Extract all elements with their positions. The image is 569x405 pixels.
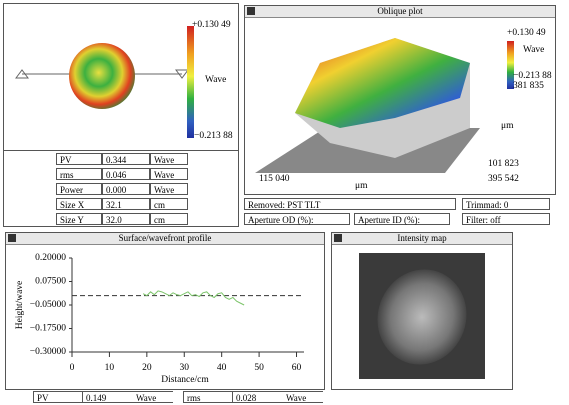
y-tick-label: −0.05000 [30, 300, 66, 310]
x-tick-label: 30 [180, 363, 190, 373]
x-tick-label: 60 [292, 363, 302, 373]
x-tick-label: 20 [142, 363, 152, 373]
x-tick-label: 10 [105, 363, 115, 373]
x-tick-label: 50 [254, 363, 264, 373]
profile-chart: Distance/cm Height/wave 0.20000 0.07500 −0… [0, 0, 569, 405]
y-tick-label: −0.30000 [30, 347, 66, 357]
profile-line [143, 291, 244, 305]
screen: +0.130 49 Wave −0.213 88 PV0.344Waverms0… [0, 0, 569, 405]
y-tick-label: 0.07500 [35, 277, 66, 287]
y-axis-label: Height/wave [15, 281, 25, 330]
x-tick-label: 40 [217, 363, 227, 373]
y-tick-label: 0.20000 [35, 253, 66, 263]
y-tick-label: −0.17500 [30, 324, 66, 334]
x-axis-label: Distance/cm [161, 375, 209, 385]
x-tick-label: 0 [70, 363, 75, 373]
